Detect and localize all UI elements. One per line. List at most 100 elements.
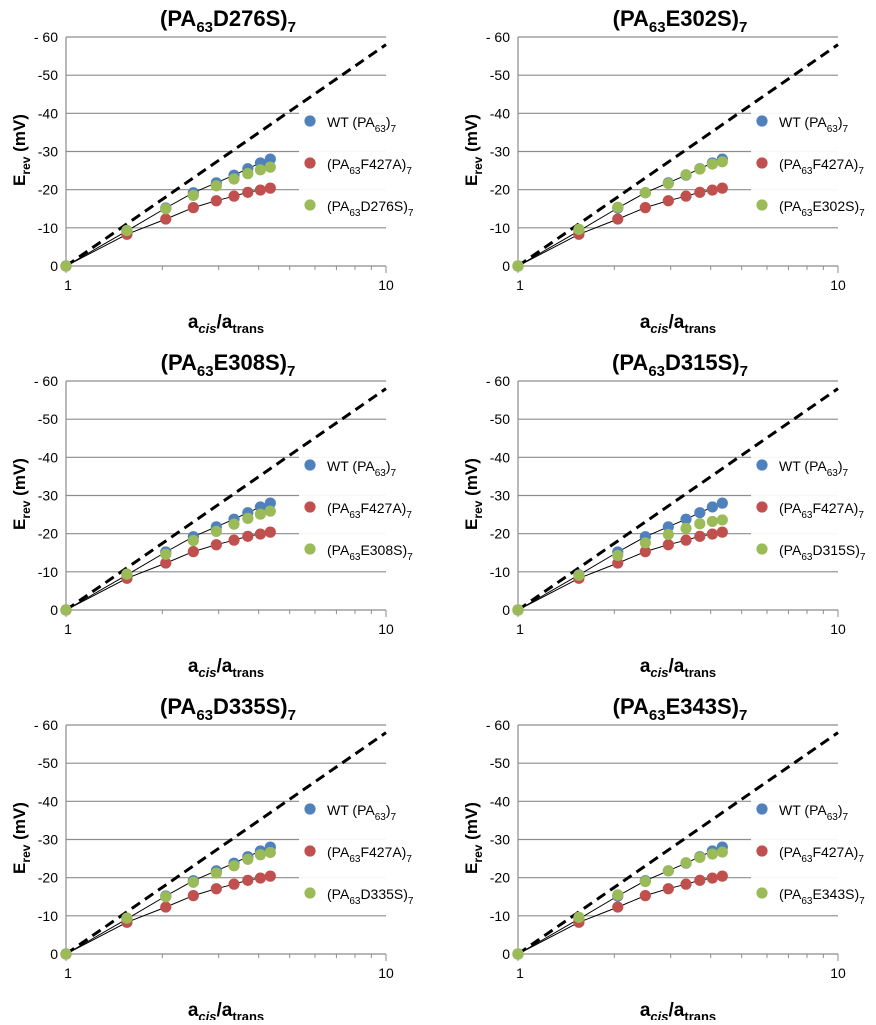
legend-marker [756,887,768,899]
fit-line [517,875,723,955]
legend-label: WT (PA63)7 [327,802,397,823]
data-point [716,156,728,168]
data-point [264,526,276,538]
y-tick-label: 0 [502,258,510,274]
data-point [264,182,276,194]
legend-marker [304,157,316,169]
data-point [187,202,199,214]
data-point [187,890,199,902]
legend-label: (PA63F427A)7 [327,500,412,521]
fit-line [65,531,271,611]
y-tick-label: -20 [38,182,58,198]
data-point [694,507,706,519]
data-point [60,604,72,616]
data-point [680,513,692,525]
data-point [573,223,585,235]
data-point [228,860,240,872]
y-tick-label: - 60 [486,373,510,389]
legend-label: (PA63F427A)7 [327,156,412,177]
data-point [228,173,240,185]
legend-marker [756,845,768,857]
y-axis-label: Erev (mV) [462,114,485,186]
chart-title: (PA63D335S)7 [160,694,296,724]
x-tick-label: 10 [830,277,846,293]
legend-marker [304,199,316,211]
y-tick-label: -30 [38,832,58,848]
legend-label: (PA63F427A)7 [327,844,412,865]
data-point [210,883,222,895]
chart-panel-2: 0 -10 -20 -30 -40 -50 - 60 1 10 WT (PA63)7 (PA63F4… [462,6,865,336]
data-point [612,889,624,901]
legend-marker [304,845,316,857]
legend-label: WT (PA63)7 [327,114,397,135]
x-tick-label: 1 [516,277,524,293]
y-tick-label: -50 [490,411,510,427]
y-tick-label: -40 [490,105,510,121]
data-point [662,177,674,190]
data-point [694,163,706,175]
chart-title: (PA63E308S)7 [161,350,296,380]
legend-label: (PA63F427A)7 [779,500,864,521]
data-point [187,546,199,558]
legend-marker [304,803,316,815]
legend-marker [304,887,316,899]
y-tick-label: - 60 [486,29,510,45]
legend-marker [304,115,316,127]
data-point [680,190,692,202]
chart-panel-4: 0 -10 -20 -30 -40 -50 - 60 1 10 WT (PA63)7 (PA63F4… [462,350,866,680]
y-tick-label: -30 [490,488,510,504]
data-point [228,534,240,546]
legend-marker [756,199,768,211]
data-point [121,912,133,924]
data-point [60,948,72,960]
data-point [706,848,718,860]
x-tick-label: 1 [516,621,524,637]
data-point [254,184,266,196]
x-tick-label: 10 [378,277,394,293]
data-point [187,189,199,201]
data-point [254,528,266,540]
x-axis-label: acis/atrans [188,312,264,336]
y-tick-label: -10 [490,220,510,236]
data-point [612,549,624,562]
data-point [639,890,651,902]
data-point [716,497,728,509]
data-point [512,948,524,960]
legend-marker [756,157,768,169]
y-tick-label: -10 [38,220,58,236]
data-point [662,865,674,877]
y-tick-label: -10 [38,564,58,580]
data-point [121,568,133,580]
y-tick-label: 0 [50,602,58,618]
data-point [242,530,254,542]
data-point [639,875,651,888]
data-point [694,851,706,864]
data-point [662,528,674,541]
legend-label: (PA63F427A)7 [779,156,864,177]
nernst-line [65,731,387,956]
y-axis-label: Erev (mV) [462,458,485,530]
data-point [706,528,718,540]
y-tick-label: -10 [38,908,58,924]
data-point [716,526,728,538]
data-point [264,153,276,165]
chart-panel-5: 0 -10 -20 -30 -40 -50 - 60 1 10 WT (PA63)7 (PA63F4… [10,694,414,1024]
data-point [210,195,222,207]
data-point [160,548,172,560]
data-point [242,874,254,886]
legend-label: WT (PA63)7 [779,458,849,479]
legend-label: WT (PA63)7 [779,802,849,823]
data-point [716,846,728,858]
y-tick-label: -50 [38,755,58,771]
chart-panel-1: 0 -10 -20 -30 -40 -50 - 60 1 10 WT (PA63)7 (PA63F4… [10,6,414,336]
y-tick-label: -50 [38,67,58,83]
y-tick-label: -40 [490,449,510,465]
data-point [210,180,222,192]
x-tick-label: 1 [64,621,72,637]
data-point [612,213,624,225]
data-point [160,203,172,215]
y-tick-label: -30 [38,488,58,504]
legend-marker [756,459,768,471]
data-point [254,164,266,176]
data-point [187,534,199,547]
